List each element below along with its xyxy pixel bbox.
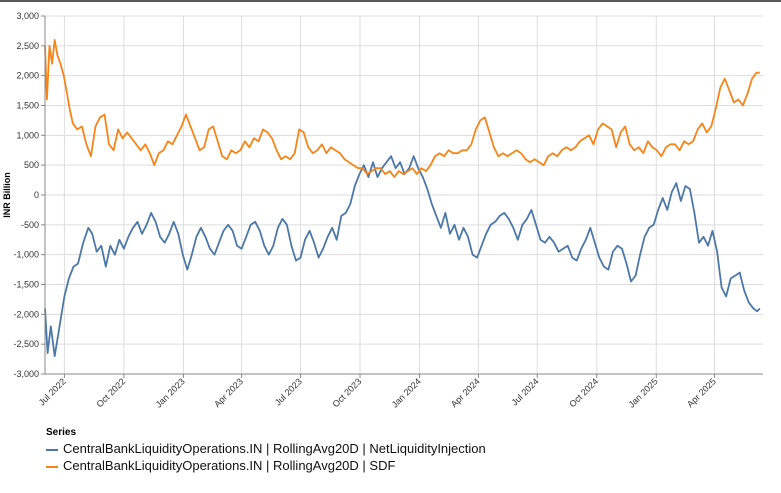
- x-tick-label: Apr 2023: [212, 376, 245, 409]
- chart-grid: [45, 15, 763, 375]
- y-axis-title: INR Billion: [2, 172, 12, 218]
- y-tick-label: -2,000: [13, 309, 39, 319]
- legend-swatch-sdf: [46, 465, 58, 468]
- x-tick-label: Oct 2024: [567, 376, 600, 409]
- legend-title: Series: [46, 427, 77, 438]
- y-tick-label: 2,000: [16, 71, 39, 81]
- legend-item-sdf: CentralBankLiquidityOperations.IN | Roll…: [46, 457, 486, 474]
- legend-swatch-net-liquidity: [46, 448, 58, 451]
- x-tick-label: Jul 2023: [273, 376, 304, 407]
- y-tick-label: -3,000: [13, 369, 39, 379]
- y-tick-label: -2,500: [13, 339, 39, 349]
- x-tick-label: Jul 2022: [37, 376, 68, 407]
- y-tick-label: 1,000: [16, 130, 39, 140]
- x-tick-label: Apr 2025: [685, 376, 718, 409]
- x-tick-label: Oct 2022: [94, 376, 127, 409]
- series-line-sdf: [44, 39, 760, 178]
- y-tick-label: -500: [21, 220, 39, 230]
- y-tick-label: 1,500: [16, 101, 39, 111]
- legend-label-sdf: CentralBankLiquidityOperations.IN | Roll…: [63, 458, 396, 473]
- series-line-net-liquidity-injection: [44, 155, 761, 357]
- window-top-border: [0, 0, 781, 2]
- legend: Series CentralBankLiquidityOperations.IN…: [46, 427, 486, 474]
- series-layer: [44, 39, 761, 357]
- y-tick-label: 2,500: [16, 41, 39, 51]
- legend-label-net-liquidity: CentralBankLiquidityOperations.IN | Roll…: [63, 441, 486, 456]
- legend-item-net-liquidity: CentralBankLiquidityOperations.IN | Roll…: [46, 440, 486, 457]
- x-tick-label: Jul 2024: [510, 376, 541, 407]
- x-tick-label: Oct 2023: [331, 376, 364, 409]
- line-chart: 3,000 2,500 2,000 1,500 1,000 500 0 -500 -1,000 -…: [2, 11, 763, 410]
- x-tick-label: Apr 2024: [449, 376, 482, 409]
- y-tick-label: 3,000: [16, 11, 39, 21]
- y-tick-label: 500: [24, 160, 39, 170]
- x-tick-label: Jan 2023: [154, 376, 187, 409]
- y-tick-label: 0: [34, 190, 39, 200]
- y-tick-label: -1,000: [13, 250, 39, 260]
- y-tick-label: -1,500: [13, 280, 39, 290]
- x-tick-label: Jan 2024: [390, 376, 423, 409]
- chart-axes: 3,000 2,500 2,000 1,500 1,000 500 0 -500 -1,000 -…: [13, 11, 763, 410]
- x-tick-label: Jan 2025: [626, 376, 659, 409]
